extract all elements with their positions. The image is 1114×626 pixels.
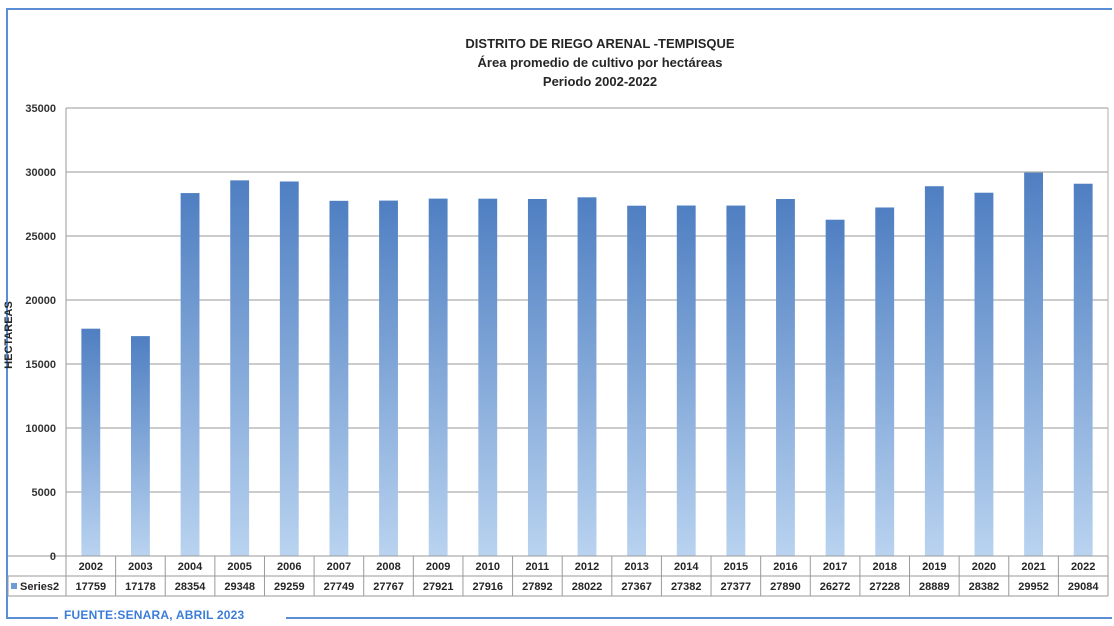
x-tick-label: 2015 (724, 561, 748, 573)
bottom-rule (6, 617, 58, 619)
data-label: 27767 (373, 581, 404, 593)
bar-2019 (924, 186, 944, 556)
y-tick-label: 15000 (25, 359, 56, 371)
data-label: 27382 (671, 581, 702, 593)
x-tick-label: 2009 (426, 561, 450, 573)
x-tick-label: 2013 (624, 561, 648, 573)
y-tick-label: 25000 (25, 231, 56, 243)
x-tick-label: 2011 (525, 561, 549, 573)
chart-frame (6, 8, 1112, 618)
bar-2006 (279, 181, 299, 556)
data-label: 27749 (324, 581, 355, 593)
bar-2011 (527, 198, 547, 556)
data-label: 27892 (522, 581, 553, 593)
data-label: 29259 (274, 581, 305, 593)
bar-2009 (428, 198, 448, 556)
chart-subtitle: Área promedio de cultivo por hectáreas (477, 55, 723, 70)
bar-2013 (627, 205, 647, 556)
bar-2015 (726, 205, 746, 556)
bar-2016 (776, 199, 795, 556)
bar-2017 (825, 219, 845, 557)
x-tick-label: 2014 (674, 561, 699, 573)
x-tick-label: 2005 (227, 561, 251, 573)
data-label: 27890 (770, 581, 801, 593)
x-tick-label: 2008 (376, 561, 400, 573)
bar-2007 (329, 200, 349, 556)
data-label: 28354 (175, 581, 206, 593)
bottom-rule (286, 617, 1112, 619)
data-label: 17178 (125, 581, 156, 593)
y-tick-label: 0 (50, 551, 56, 563)
x-tick-label: 2022 (1071, 561, 1095, 573)
data-label: 28889 (919, 581, 950, 593)
bar-2010 (478, 198, 498, 556)
x-tick-label: 2012 (575, 561, 599, 573)
x-tick-label: 2002 (79, 561, 103, 573)
x-tick-label: 2003 (128, 561, 152, 573)
x-tick-label: 2017 (823, 561, 847, 573)
x-tick-label: 2021 (1021, 561, 1045, 573)
bar-2002 (81, 328, 101, 556)
data-label: 27916 (472, 581, 503, 593)
data-label: 27367 (621, 581, 652, 593)
data-label: 26272 (820, 581, 851, 593)
data-label: 28022 (572, 581, 603, 593)
bar-2008 (379, 200, 398, 556)
legend-series-name: Series2 (20, 581, 59, 593)
bar-2005 (230, 180, 250, 557)
x-tick-label: 2004 (178, 561, 203, 573)
data-label: 28382 (969, 581, 1000, 593)
data-label: 29084 (1068, 581, 1099, 593)
data-label: 27921 (423, 581, 454, 593)
x-tick-label: 2006 (277, 561, 301, 573)
legend-key (11, 583, 17, 589)
x-tick-label: 2016 (773, 561, 797, 573)
data-label: 17759 (76, 581, 107, 593)
bar-2014 (676, 205, 696, 556)
y-axis-label: HECTAREAS (3, 301, 15, 369)
bar-2020 (974, 192, 994, 557)
y-tick-label: 20000 (25, 295, 56, 307)
y-tick-label: 30000 (25, 167, 56, 179)
y-tick-label: 35000 (25, 103, 56, 115)
data-label: 29348 (224, 581, 255, 593)
y-tick-label: 10000 (25, 423, 56, 435)
data-label: 27377 (721, 581, 752, 593)
x-tick-label: 2020 (972, 561, 996, 573)
x-tick-label: 2018 (872, 561, 896, 573)
data-label: 29952 (1018, 581, 1049, 593)
x-tick-label: 2019 (922, 561, 946, 573)
y-tick-label: 5000 (32, 487, 56, 499)
bar-2012 (577, 197, 597, 556)
bar-2021 (1024, 172, 1043, 557)
chart-period: Periodo 2002-2022 (542, 74, 658, 89)
data-label: 27228 (869, 581, 900, 593)
x-tick-label: 2007 (327, 561, 351, 573)
source-note: FUENTE:SENARA, ABRIL 2023 (64, 608, 245, 622)
chart-title: DISTRITO DE RIEGO ARENAL -TEMPISQUE (465, 36, 735, 51)
x-tick-label: 2010 (476, 561, 500, 573)
bar-2004 (180, 193, 200, 557)
bar-2003 (131, 336, 150, 556)
bar-2018 (875, 207, 895, 556)
bar-2022 (1073, 183, 1093, 556)
